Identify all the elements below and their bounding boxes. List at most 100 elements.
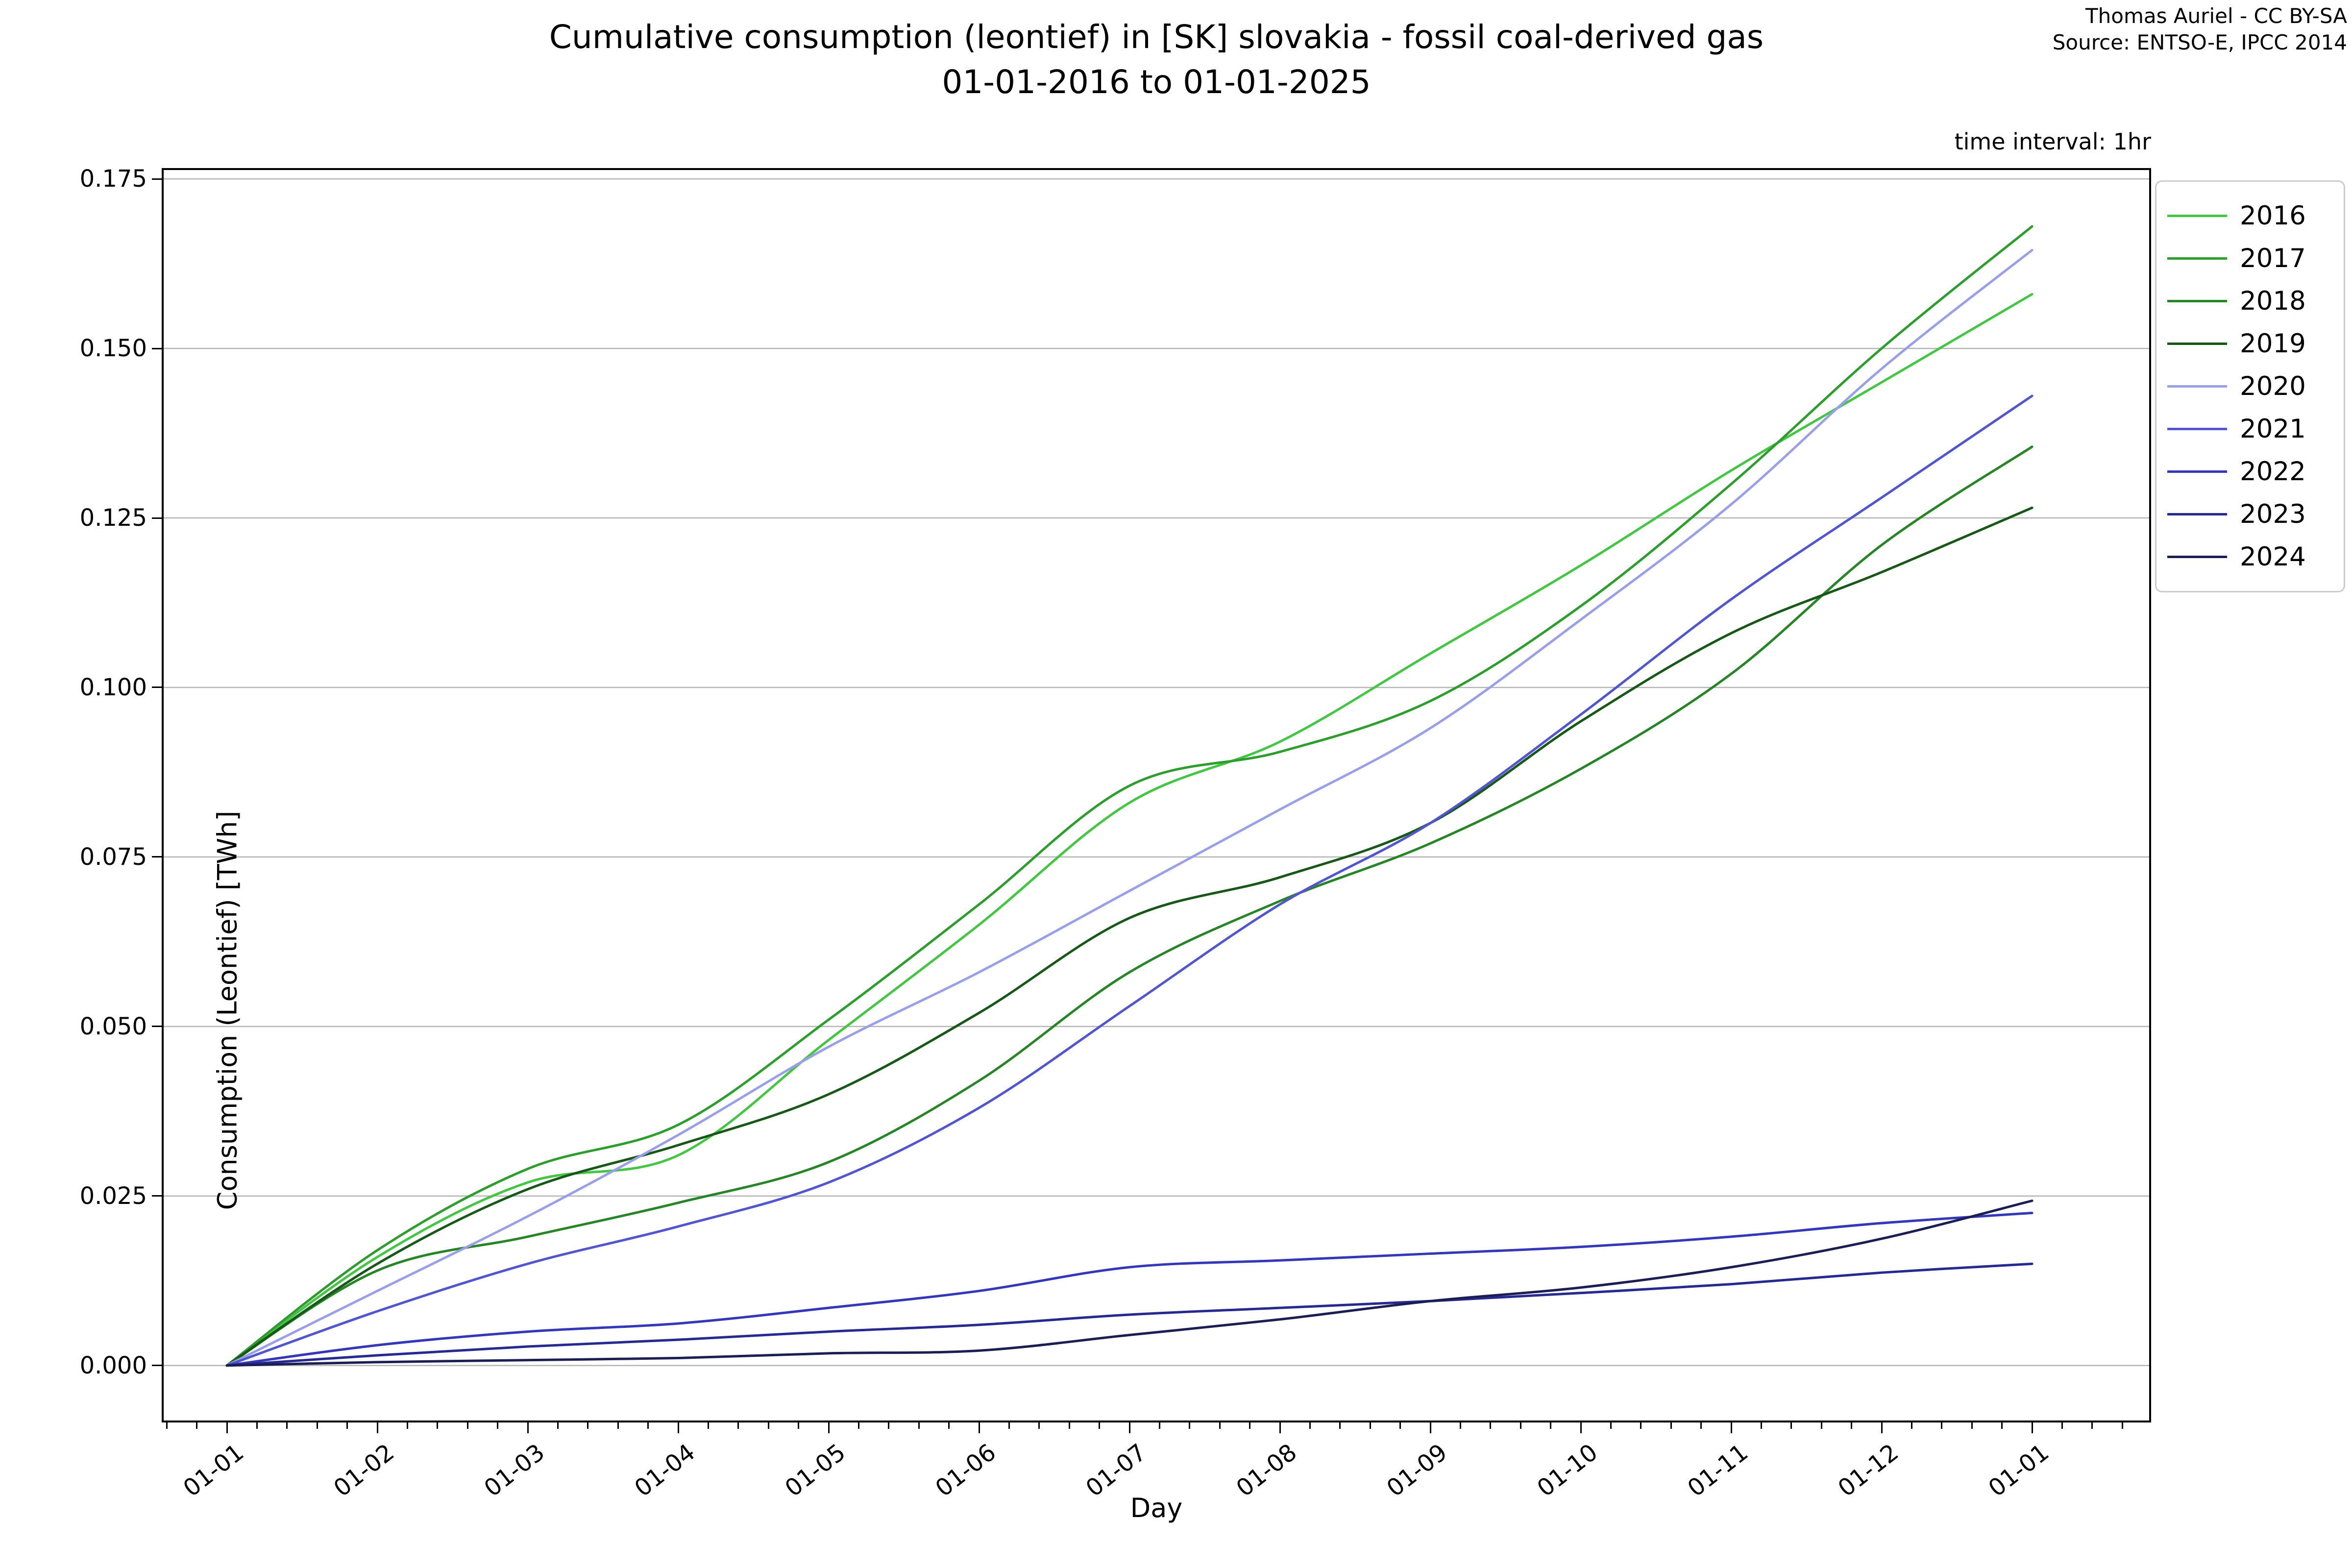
x-minor-tick-mark bbox=[888, 1422, 890, 1429]
legend-label: 2024 bbox=[2240, 542, 2306, 572]
time-interval-note: time interval: 1hr bbox=[1954, 128, 2151, 155]
y-axis-label: Consumption (Leontief) [TWh] bbox=[212, 810, 243, 1210]
series-line-2020 bbox=[225, 248, 2034, 1367]
legend-item-2017: 2017 bbox=[2167, 237, 2339, 280]
legend-box: 2016 2017 2018 2019 2020 2021 2022 2023 2024 bbox=[2155, 180, 2345, 592]
legend-line-sample bbox=[2167, 513, 2227, 515]
legend-item-2019: 2019 bbox=[2167, 322, 2339, 365]
x-tick-mark bbox=[1429, 1422, 1431, 1433]
legend-item-2021: 2021 bbox=[2167, 408, 2339, 450]
x-tick-mark bbox=[978, 1422, 980, 1433]
y-tick-label: 0.000 bbox=[79, 1351, 147, 1379]
legend-line-sample bbox=[2167, 470, 2227, 473]
x-minor-tick-mark bbox=[1099, 1422, 1101, 1429]
legend-line-sample bbox=[2167, 343, 2227, 345]
y-tick-mark bbox=[152, 1195, 162, 1197]
x-tick-mark bbox=[828, 1422, 830, 1433]
chart-title: Cumulative consumption (leontief) in [SK… bbox=[162, 15, 2151, 105]
x-minor-tick-mark bbox=[1640, 1422, 1642, 1429]
x-minor-tick-mark bbox=[1249, 1422, 1251, 1429]
x-minor-tick-mark bbox=[1339, 1422, 1341, 1429]
x-tick-mark bbox=[1730, 1422, 1732, 1433]
legend-line-sample bbox=[2167, 556, 2227, 558]
legend-label: 2018 bbox=[2240, 286, 2306, 316]
legend-item-2022: 2022 bbox=[2167, 450, 2339, 493]
legend-line-sample bbox=[2167, 257, 2227, 260]
x-minor-tick-mark bbox=[406, 1422, 408, 1429]
x-minor-tick-mark bbox=[1219, 1422, 1221, 1429]
x-minor-tick-mark bbox=[798, 1422, 800, 1429]
legend-item-2016: 2016 bbox=[2167, 195, 2339, 237]
x-tick-mark bbox=[1128, 1422, 1130, 1433]
plot-area bbox=[162, 168, 2151, 1422]
series-line-2017 bbox=[225, 225, 2034, 1367]
legend-label: 2019 bbox=[2240, 329, 2306, 359]
x-minor-tick-mark bbox=[2091, 1422, 2093, 1429]
legend-item-2020: 2020 bbox=[2167, 365, 2339, 408]
y-tick-mark bbox=[152, 517, 162, 519]
x-minor-tick-mark bbox=[1550, 1422, 1552, 1429]
x-minor-tick-mark bbox=[196, 1422, 198, 1429]
legend-line-sample bbox=[2167, 428, 2227, 430]
x-minor-tick-mark bbox=[1490, 1422, 1492, 1429]
legend-label: 2021 bbox=[2240, 414, 2306, 444]
y-tick-mark bbox=[152, 178, 162, 180]
y-tick-mark bbox=[152, 856, 162, 858]
x-minor-tick-mark bbox=[437, 1422, 439, 1429]
y-tick-mark bbox=[152, 1026, 162, 1028]
chart-svg bbox=[162, 168, 2151, 1422]
x-minor-tick-mark bbox=[346, 1422, 348, 1429]
x-minor-tick-mark bbox=[1399, 1422, 1401, 1429]
x-minor-tick-mark bbox=[1369, 1422, 1371, 1429]
y-tick-mark bbox=[152, 347, 162, 349]
series-line-2022 bbox=[225, 1211, 2034, 1367]
x-minor-tick-mark bbox=[1309, 1422, 1311, 1429]
legend-line-sample bbox=[2167, 215, 2227, 217]
x-minor-tick-mark bbox=[1911, 1422, 1912, 1429]
x-tick-mark bbox=[527, 1422, 529, 1433]
series-line-2024 bbox=[225, 1200, 2034, 1367]
x-minor-tick-mark bbox=[918, 1422, 920, 1429]
x-minor-tick-mark bbox=[166, 1422, 168, 1429]
x-minor-tick-mark bbox=[587, 1422, 589, 1429]
chart-title-line1: Cumulative consumption (leontief) in [SK… bbox=[549, 18, 1764, 56]
x-minor-tick-mark bbox=[1971, 1422, 1973, 1429]
y-tick-label: 0.075 bbox=[79, 843, 147, 871]
series-line-2018 bbox=[225, 445, 2034, 1367]
legend-item-2024: 2024 bbox=[2167, 536, 2339, 578]
x-minor-tick-mark bbox=[737, 1422, 739, 1429]
x-minor-tick-mark bbox=[2121, 1422, 2123, 1429]
y-tick-mark bbox=[152, 1365, 162, 1367]
x-minor-tick-mark bbox=[286, 1422, 288, 1429]
series-line-2023 bbox=[225, 1262, 2034, 1367]
x-minor-tick-mark bbox=[557, 1422, 559, 1429]
x-minor-tick-mark bbox=[1700, 1422, 1702, 1429]
x-minor-tick-mark bbox=[1941, 1422, 1943, 1429]
x-minor-tick-mark bbox=[707, 1422, 709, 1429]
x-tick-mark bbox=[677, 1422, 679, 1433]
y-tick-label: 0.025 bbox=[79, 1182, 147, 1210]
x-minor-tick-mark bbox=[617, 1422, 619, 1429]
y-tick-mark bbox=[152, 686, 162, 688]
x-minor-tick-mark bbox=[316, 1422, 318, 1429]
attribution-source: Source: ENTSO-E, IPCC 2014 bbox=[2052, 30, 2347, 54]
x-minor-tick-mark bbox=[1670, 1422, 1672, 1429]
x-minor-tick-mark bbox=[1008, 1422, 1010, 1429]
legend-label: 2017 bbox=[2240, 244, 2306, 273]
x-minor-tick-mark bbox=[1790, 1422, 1792, 1429]
x-minor-tick-mark bbox=[1851, 1422, 1853, 1429]
x-tick-mark bbox=[376, 1422, 378, 1433]
y-tick-label: 0.050 bbox=[79, 1012, 147, 1040]
series-line-2016 bbox=[225, 293, 2034, 1367]
legend-label: 2016 bbox=[2240, 201, 2306, 231]
attribution: Thomas Auriel - CC BY-SA Source: ENTSO-E… bbox=[2053, 3, 2347, 56]
x-minor-tick-mark bbox=[767, 1422, 769, 1429]
x-tick-mark bbox=[2031, 1422, 2033, 1433]
x-tick-mark bbox=[1881, 1422, 1883, 1433]
x-minor-tick-mark bbox=[1610, 1422, 1612, 1429]
x-tick-mark bbox=[1580, 1422, 1582, 1433]
chart-title-line2: 01-01-2016 to 01-01-2025 bbox=[942, 63, 1371, 101]
x-minor-tick-mark bbox=[2001, 1422, 2003, 1429]
legend-item-2023: 2023 bbox=[2167, 493, 2339, 536]
